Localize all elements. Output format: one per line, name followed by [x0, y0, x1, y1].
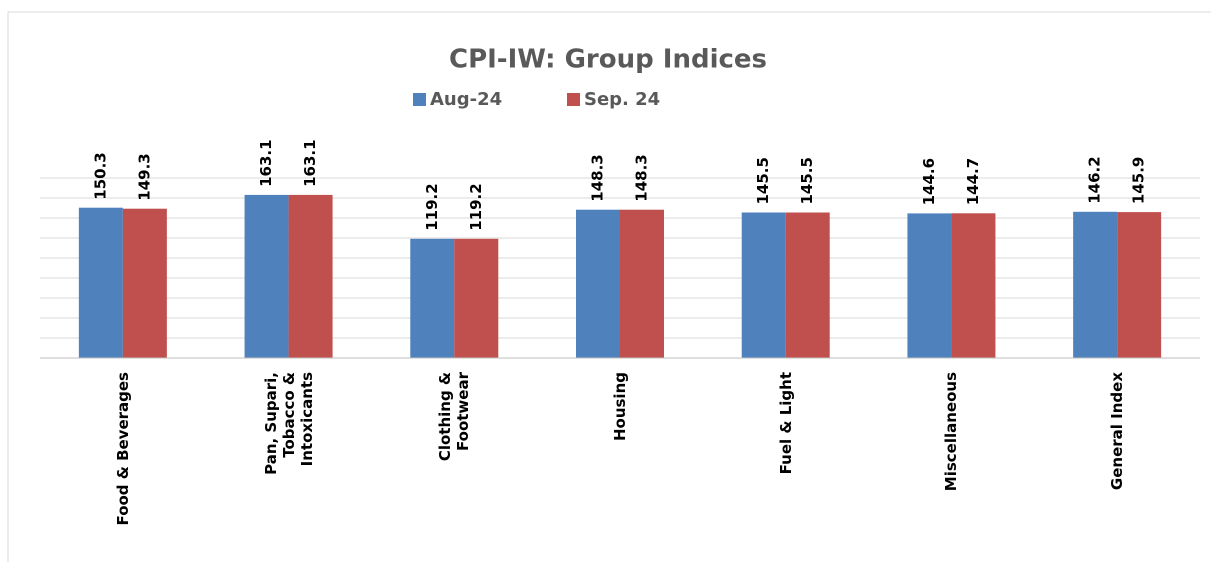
bar [78, 207, 123, 358]
bar [576, 209, 620, 358]
data-label: 144.7 [964, 158, 982, 205]
data-label: 148.3 [589, 154, 607, 201]
bar [951, 213, 996, 358]
x-tick-label: General Index [1108, 372, 1127, 491]
data-label: 145.5 [798, 157, 816, 204]
x-tick-label: Fuel & Light [776, 372, 795, 475]
bar [741, 212, 786, 358]
data-label: 163.1 [257, 139, 275, 186]
bar [288, 194, 333, 358]
bar [122, 208, 167, 358]
bar [454, 238, 499, 358]
legend-label: Aug-24 [430, 89, 502, 110]
data-label: 119.2 [467, 183, 485, 230]
x-tick-label: Food & Beverages [113, 372, 132, 526]
data-label: 148.3 [633, 154, 651, 201]
bar [410, 238, 455, 358]
legend-swatch [567, 93, 580, 106]
chart-frame [7, 11, 1211, 562]
x-tick-label: Housing [611, 372, 629, 442]
bar [1117, 212, 1162, 358]
data-label: 149.3 [135, 153, 153, 200]
data-label: 163.1 [301, 139, 319, 186]
legend-label: Sep. 24 [584, 89, 660, 110]
data-label: 145.9 [1130, 157, 1148, 204]
x-tick-label: Miscellaneous [942, 372, 961, 492]
data-label: 145.5 [754, 157, 772, 204]
x-tick-label: Clothing & Footwear [436, 372, 473, 462]
bar [620, 209, 664, 358]
data-label: 144.6 [920, 158, 938, 205]
bar [907, 213, 952, 358]
x-tick-label: Pan, Supari, Tobacco & Intoxicants [261, 372, 316, 475]
bar [1073, 211, 1118, 358]
bar [244, 194, 289, 358]
legend-swatch [413, 93, 426, 106]
bar [785, 212, 830, 358]
data-label: 146.2 [1086, 156, 1104, 203]
data-label: 150.3 [91, 152, 109, 199]
data-label: 119.2 [423, 183, 441, 230]
chart-title: CPI-IW: Group Indices [449, 45, 767, 75]
